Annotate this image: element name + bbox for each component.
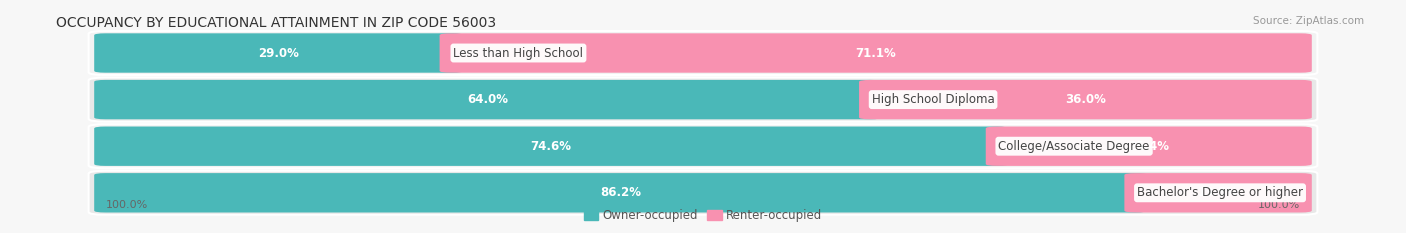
Text: 13.8%: 13.8% <box>1198 186 1239 199</box>
Text: College/Associate Degree: College/Associate Degree <box>998 140 1150 153</box>
Text: 86.2%: 86.2% <box>600 186 641 199</box>
FancyBboxPatch shape <box>94 80 882 119</box>
Text: 25.4%: 25.4% <box>1128 140 1170 153</box>
Text: 36.0%: 36.0% <box>1064 93 1107 106</box>
FancyBboxPatch shape <box>89 78 1317 122</box>
FancyBboxPatch shape <box>986 127 1312 166</box>
Text: Less than High School: Less than High School <box>453 47 583 59</box>
FancyBboxPatch shape <box>440 33 1312 73</box>
FancyBboxPatch shape <box>89 31 1317 75</box>
Text: 29.0%: 29.0% <box>259 47 299 59</box>
Text: 100.0%: 100.0% <box>1258 200 1301 210</box>
FancyBboxPatch shape <box>1125 173 1312 212</box>
Text: OCCUPANCY BY EDUCATIONAL ATTAINMENT IN ZIP CODE 56003: OCCUPANCY BY EDUCATIONAL ATTAINMENT IN Z… <box>56 16 496 30</box>
Text: 100.0%: 100.0% <box>105 200 148 210</box>
FancyBboxPatch shape <box>89 124 1317 168</box>
Legend: Owner-occupied, Renter-occupied: Owner-occupied, Renter-occupied <box>579 205 827 227</box>
FancyBboxPatch shape <box>94 33 464 73</box>
FancyBboxPatch shape <box>94 127 1008 166</box>
Text: 64.0%: 64.0% <box>467 93 509 106</box>
Text: Source: ZipAtlas.com: Source: ZipAtlas.com <box>1253 16 1364 26</box>
FancyBboxPatch shape <box>859 80 1312 119</box>
Text: 71.1%: 71.1% <box>855 47 896 59</box>
FancyBboxPatch shape <box>89 171 1317 215</box>
Text: 74.6%: 74.6% <box>530 140 572 153</box>
Text: High School Diploma: High School Diploma <box>872 93 994 106</box>
FancyBboxPatch shape <box>94 173 1147 212</box>
Text: Bachelor's Degree or higher: Bachelor's Degree or higher <box>1137 186 1303 199</box>
